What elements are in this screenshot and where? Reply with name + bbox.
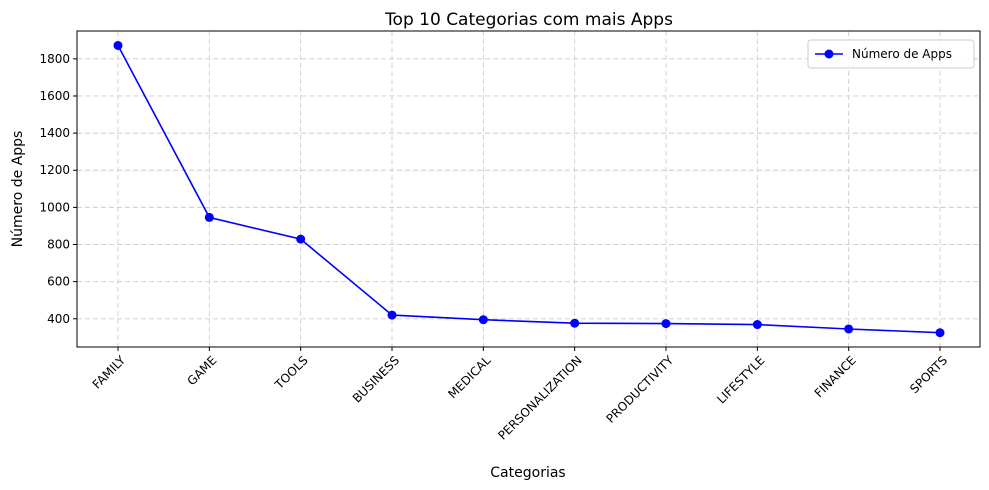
data-point [752,320,762,330]
data-point [478,315,488,325]
y-tick-label: 1400 [39,126,70,140]
x-tick-label: FINANCE [812,353,859,400]
chart-title: Top 10 Categorias com mais Apps [384,10,673,30]
y-tick-label: 1800 [39,52,70,66]
data-point [204,212,214,222]
data-point [113,40,123,50]
y-tick-label: 1200 [39,163,70,177]
series-layer [113,40,945,338]
y-tick-label: 1600 [39,89,70,103]
data-point [844,324,854,334]
x-tick-label: LIFESTYLE [714,353,767,406]
x-tick-label: MEDICAL [445,353,493,401]
y-tick-label: 600 [47,275,70,289]
series-line [117,45,941,334]
x-tick-label: PERSONALIZATION [495,353,584,442]
data-point [387,310,397,320]
x-axis-title: Categorias [490,465,565,481]
y-axis-title: Número de Apps [10,131,26,248]
x-axis-ticks: FAMILY GAME TOOLS BUSINESS MEDICAL PERSONALIZ… [90,347,950,443]
legend: Número de Apps [807,39,975,69]
data-point [296,234,306,244]
data-point [570,318,580,328]
data-point [935,328,945,338]
y-tick-label: 1000 [39,200,70,214]
y-tick-label: 800 [47,238,70,252]
axes [76,30,981,348]
x-tick-label: GAME [184,353,219,388]
data-point [661,319,671,329]
x-tick-label: BUSINESS [350,353,402,405]
x-tick-label: PRODUCTIVITY [603,353,676,426]
grid [77,31,980,347]
y-axis-ticks: 400 600 800 1000 1200 1400 1600 1800 [39,52,77,326]
x-tick-label: FAMILY [90,353,129,392]
plot-area-frame [76,30,981,348]
legend-box [807,39,975,69]
x-tick-label: SPORTS [907,353,950,396]
legend-label: Número de Apps [852,47,952,61]
legend-marker-swatch [824,49,834,59]
y-tick-label: 400 [47,312,70,326]
x-tick-label: TOOLS [272,353,311,392]
